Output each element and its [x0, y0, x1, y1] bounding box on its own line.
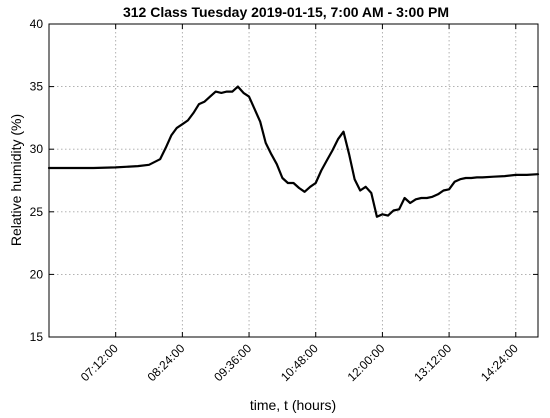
- y-tick-label: 15: [30, 330, 44, 344]
- x-tick-label: 12:00:00: [345, 341, 388, 384]
- y-tick-label: 40: [30, 17, 44, 31]
- x-tick-label: 09:36:00: [211, 341, 254, 384]
- x-tick-label: 13:12:00: [411, 341, 454, 384]
- x-tick-label: 07:12:00: [78, 341, 121, 384]
- humidity-series-line: [47, 85, 540, 218]
- x-tick-label: 14:24:00: [478, 341, 521, 384]
- x-tick-label: 10:48:00: [278, 341, 321, 384]
- x-tick-label: 08:24:00: [145, 341, 188, 384]
- y-tick-label: 20: [30, 267, 44, 281]
- plot-frame: [48, 23, 539, 338]
- y-tick-label: 30: [30, 142, 44, 156]
- y-axis-label: Relative humidity (%): [8, 114, 24, 246]
- x-axis-label: time, t (hours): [250, 397, 336, 413]
- y-tick-label: 35: [30, 80, 44, 94]
- axis-ticks: 15 20 25 30 35 40 07:12:00 08:24:00 09:36:00 10:4…: [30, 17, 538, 384]
- series-layer: [47, 85, 540, 218]
- chart-title: 312 Class Tuesday 2019-01-15, 7:00 AM - …: [123, 4, 449, 20]
- y-tick-label: 25: [30, 205, 44, 219]
- grid-lines: [49, 24, 538, 337]
